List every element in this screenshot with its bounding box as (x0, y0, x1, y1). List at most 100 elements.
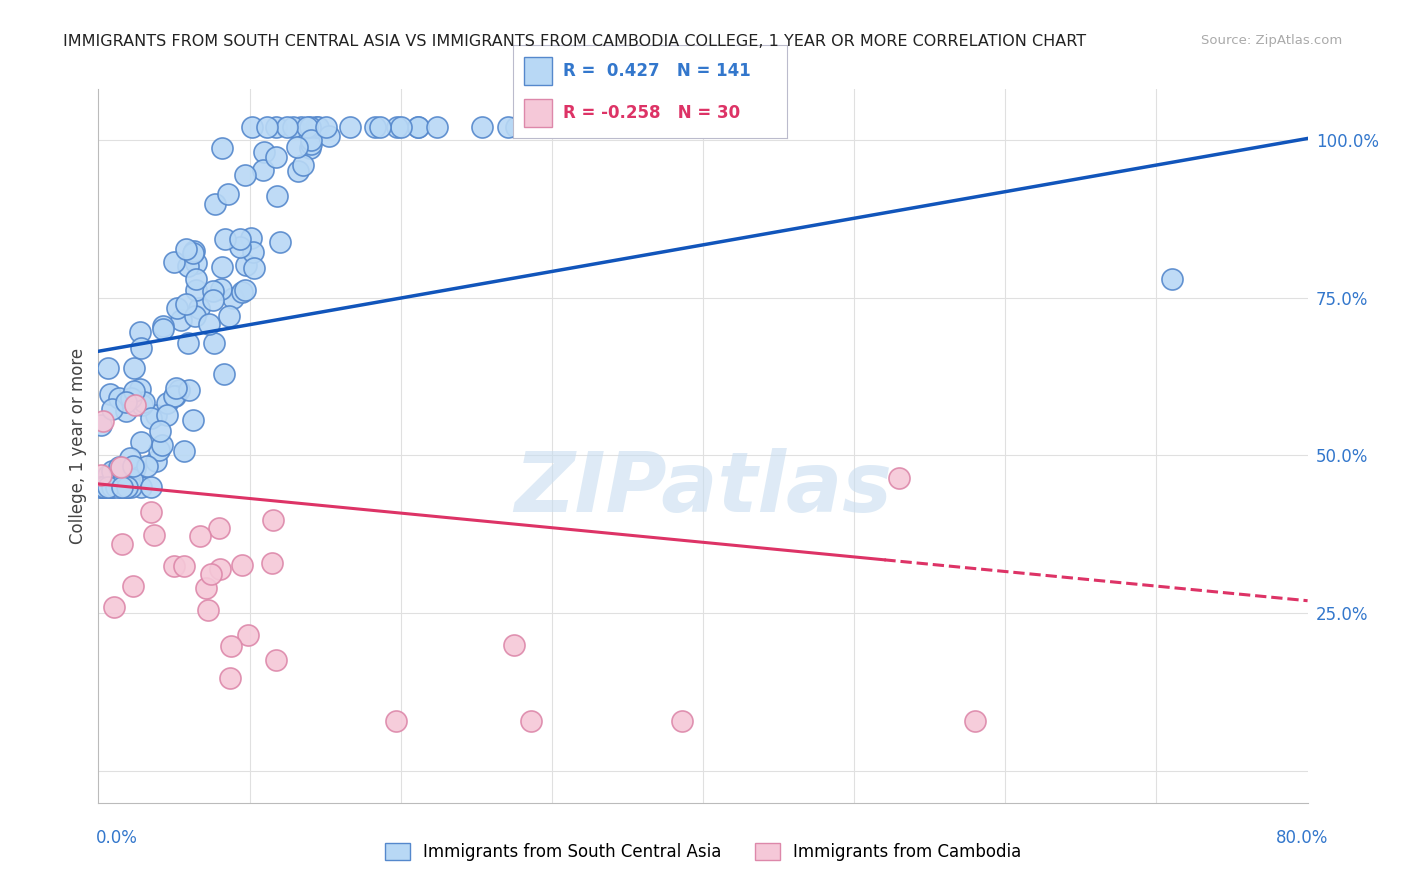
Point (385, 714, 408, 728)
Point (120, 450, 142, 465)
Point (264, 120, 287, 134)
Text: IMMIGRANTS FROM SOUTH CENTRAL ASIA VS IMMIGRANTS FROM CAMBODIA COLLEGE, 1 YEAR O: IMMIGRANTS FROM SOUTH CENTRAL ASIA VS IM… (63, 34, 1087, 49)
Point (496, 120, 519, 134)
Point (540, 120, 562, 134)
Point (165, 389, 187, 403)
Point (197, 603, 219, 617)
Point (156, 395, 179, 409)
Point (110, 480, 132, 494)
Point (100, 480, 122, 494)
Point (307, 120, 329, 134)
Point (236, 628, 259, 642)
Point (229, 240, 252, 254)
Point (107, 391, 129, 405)
Point (183, 244, 205, 259)
Point (173, 559, 195, 574)
Point (290, 120, 312, 134)
Point (503, 638, 526, 652)
Point (100, 480, 122, 494)
Point (737, 120, 759, 134)
Point (188, 301, 211, 315)
Point (101, 464, 124, 478)
Point (299, 120, 322, 134)
Point (287, 164, 309, 178)
Point (315, 120, 337, 134)
Point (152, 321, 174, 335)
Point (243, 261, 266, 276)
Point (505, 120, 527, 134)
Point (122, 458, 145, 473)
Point (233, 169, 256, 183)
Point (141, 505, 163, 519)
Point (114, 394, 136, 409)
Point (235, 258, 257, 272)
Point (177, 260, 200, 274)
Point (285, 140, 308, 154)
Point (239, 231, 262, 245)
Point (204, 196, 226, 211)
Point (183, 246, 205, 260)
Point (652, 120, 675, 134)
Point (97, 468, 120, 483)
Point (145, 454, 167, 468)
Text: R =  0.427   N = 141: R = 0.427 N = 141 (562, 62, 751, 79)
Point (93, 480, 115, 494)
Point (298, 141, 321, 155)
Point (90, 417, 112, 432)
Point (97, 480, 120, 494)
Point (181, 413, 204, 427)
Point (520, 714, 543, 728)
Text: R = -0.258   N = 30: R = -0.258 N = 30 (562, 104, 740, 122)
Point (97, 360, 120, 375)
Point (122, 384, 145, 398)
Point (202, 335, 225, 350)
Point (166, 301, 188, 315)
Point (305, 120, 328, 134)
Point (222, 292, 245, 306)
Point (177, 335, 200, 350)
Point (121, 579, 143, 593)
Point (212, 367, 235, 381)
Point (115, 480, 138, 494)
Point (299, 133, 322, 147)
Text: 80.0%: 80.0% (1277, 829, 1329, 847)
Point (101, 401, 124, 416)
Point (124, 398, 146, 412)
Point (297, 120, 319, 134)
Point (202, 284, 225, 298)
Point (209, 282, 232, 296)
Point (256, 120, 278, 134)
Point (136, 458, 159, 473)
Point (152, 318, 174, 333)
Point (163, 255, 186, 269)
Point (174, 297, 197, 311)
Text: Source: ZipAtlas.com: Source: ZipAtlas.com (1202, 34, 1343, 47)
Point (122, 360, 145, 375)
Point (242, 245, 264, 260)
Point (184, 309, 207, 323)
Point (252, 163, 274, 178)
Point (104, 480, 127, 494)
Point (299, 137, 322, 152)
Point (141, 411, 163, 425)
Point (163, 389, 186, 403)
Point (131, 435, 153, 450)
Point (103, 599, 125, 614)
Point (170, 313, 193, 327)
Text: 0.0%: 0.0% (96, 829, 138, 847)
Point (186, 272, 208, 286)
Point (283, 120, 305, 134)
Point (965, 714, 987, 728)
Point (671, 714, 693, 728)
Point (318, 129, 340, 144)
Point (115, 480, 138, 494)
Point (208, 521, 231, 535)
FancyBboxPatch shape (524, 57, 551, 85)
Point (132, 395, 155, 409)
Point (131, 398, 153, 412)
Point (364, 120, 387, 134)
Point (221, 639, 243, 653)
Point (91, 480, 114, 494)
Point (211, 141, 233, 155)
Point (93, 480, 115, 494)
